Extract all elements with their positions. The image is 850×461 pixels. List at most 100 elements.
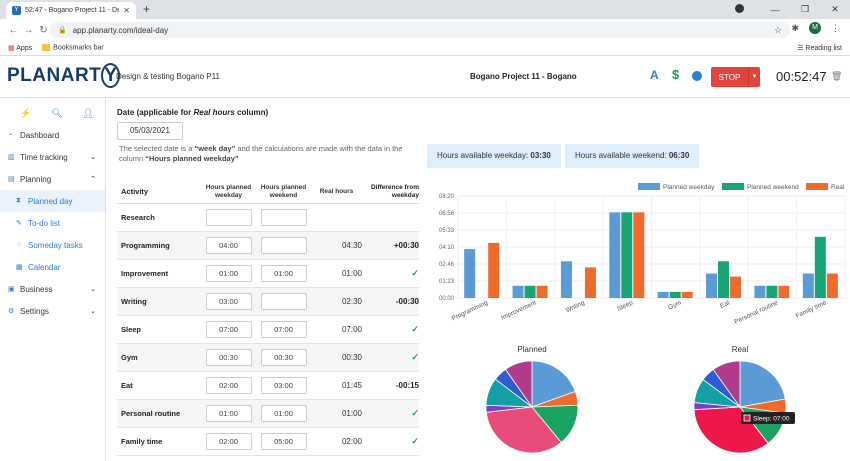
hours-weekend-input[interactable]: 01:00	[260, 405, 307, 422]
bar[interactable]	[814, 236, 826, 298]
activity-name: Programming	[121, 241, 170, 250]
reading-list-button[interactable]: ☰ Reading list	[797, 45, 842, 52]
weekend-cell: 07:00	[256, 321, 311, 338]
back-icon[interactable]: ←	[8, 24, 19, 36]
maximize-icon[interactable]: ❐	[800, 4, 810, 14]
account-circle-icon[interactable]	[730, 4, 760, 15]
bar[interactable]	[669, 291, 681, 298]
hours-weekday-input[interactable]: 01:00	[205, 265, 252, 282]
billable-button[interactable]: $	[672, 67, 680, 82]
user-settings-icon[interactable]: 👤︎	[82, 108, 95, 118]
legend-item[interactable]: Planned weekday	[638, 183, 715, 191]
bar[interactable]	[488, 242, 500, 298]
status-dot-icon[interactable]	[692, 71, 702, 81]
browser-menu-icon[interactable]: ⋮	[831, 22, 840, 33]
bar[interactable]	[754, 285, 766, 298]
bar[interactable]	[681, 291, 693, 298]
bar[interactable]	[766, 285, 778, 298]
sidebar-item-calendar[interactable]: ▦ Calendar	[0, 256, 105, 278]
reload-icon[interactable]: ↻	[39, 24, 48, 36]
hours-weekday-input[interactable]: 03:00	[205, 293, 252, 310]
apps-bookmark[interactable]: ▦ Apps	[8, 44, 32, 52]
sidebar-item-business[interactable]: ▣ Business ⌄	[0, 278, 105, 300]
extensions-icon[interactable]: ✱	[791, 22, 799, 33]
planarty-logo[interactable]: PLANART Y	[7, 63, 121, 88]
sidebar-item-planning[interactable]: ▤ Planning ⌃	[0, 168, 105, 190]
stop-button[interactable]: STOP ▼	[711, 67, 760, 87]
lightning-icon[interactable]: ⚡	[20, 108, 32, 118]
bar[interactable]	[826, 273, 838, 298]
new-tab-icon[interactable]: +	[143, 2, 151, 16]
bar[interactable]	[560, 261, 572, 298]
sidebar-item-label: Settings	[20, 306, 49, 316]
hours-weekend-input[interactable]: 00:30	[260, 349, 307, 366]
bar[interactable]	[802, 273, 814, 298]
x-tick-label: Writing	[565, 299, 587, 314]
bar[interactable]	[657, 291, 669, 298]
date-input[interactable]: 05/03/2021	[117, 122, 183, 140]
url-input[interactable]: 🔒 app.planarty.com/ideal-day ☆	[50, 22, 790, 38]
pie-slice[interactable]	[693, 406, 769, 454]
app-header: PLANART Y Design & testing Bogano P11 Bog…	[0, 56, 850, 98]
briefcase-icon: ▣	[8, 286, 15, 293]
weekend-cell	[256, 293, 311, 310]
bar[interactable]	[633, 212, 645, 298]
task-subtitle: Design & testing Bogano P11	[116, 72, 220, 81]
bar[interactable]	[524, 285, 536, 298]
sidebar-item-someday-tasks[interactable]: ♢ Someday tasks	[0, 234, 105, 256]
hours-weekend-input[interactable]: 01:00	[260, 265, 307, 282]
sidebar-item-planned-day[interactable]: ⧗ Planned day	[0, 190, 105, 212]
legend-item[interactable]: Real	[806, 183, 845, 191]
pie-slice[interactable]	[712, 360, 741, 409]
bar[interactable]	[512, 285, 524, 298]
close-window-icon[interactable]: ✕	[831, 4, 839, 14]
bookmark-star-icon[interactable]: ☆	[773, 24, 782, 35]
hours-weekend-input[interactable]	[260, 237, 307, 254]
browser-tab[interactable]: Y 52:47 - Bogano Project 11 - Desi ✕	[6, 2, 136, 19]
pie-slice[interactable]	[504, 360, 533, 409]
search-icon[interactable]: 🔍︎	[51, 108, 63, 118]
hours-weekday-input[interactable]: 07:00	[205, 321, 252, 338]
bar[interactable]	[536, 285, 548, 298]
bar[interactable]	[584, 267, 596, 298]
hours-weekend-input[interactable]	[260, 293, 307, 310]
hours-weekday-input[interactable]	[205, 209, 252, 226]
hours-weekend-input[interactable]: 03:00	[260, 377, 307, 394]
sidebar-item-todo-list[interactable]: ✎ To-do list	[0, 212, 105, 234]
minimize-icon[interactable]: —	[770, 4, 780, 15]
sidebar-item-settings[interactable]: ⚙ Settings ⌄	[0, 300, 105, 322]
hours-weekday-input[interactable]: 00:30	[205, 349, 252, 366]
forward-icon[interactable]: →	[23, 24, 34, 36]
hours-weekday-input[interactable]: 02:00	[205, 433, 252, 450]
bookmarks-bar: ▦ Apps Booksmarks bar ☰ Reading list	[0, 41, 850, 56]
pie-slice[interactable]	[485, 406, 562, 454]
bar[interactable]	[706, 273, 718, 298]
stop-label: STOP	[718, 72, 741, 82]
sidebar-item-dashboard[interactable]: ◔ Dashboard	[0, 124, 105, 146]
bar[interactable]	[778, 285, 790, 298]
timer-display: 00:52:47	[776, 69, 827, 84]
hours-weekday-input[interactable]: 01:00	[205, 405, 252, 422]
bar[interactable]	[718, 261, 730, 298]
hours-weekday-input[interactable]: 02:00	[205, 377, 252, 394]
bar[interactable]	[621, 212, 633, 298]
trash-icon[interactable]: 🗑	[831, 71, 843, 81]
bar[interactable]	[464, 249, 476, 298]
pie-slice[interactable]	[739, 360, 786, 408]
hours-weekday-input[interactable]: 04:00	[205, 237, 252, 254]
pie-slice[interactable]	[531, 360, 576, 408]
legend-item[interactable]: Planned weekend	[722, 183, 799, 191]
sidebar-item-time-tracking[interactable]: ▥ Time tracking ⌄	[0, 146, 105, 168]
close-tab-icon[interactable]: ✕	[123, 6, 130, 15]
hours-weekend-input[interactable]	[260, 209, 307, 226]
profile-avatar[interactable]: M	[809, 22, 821, 34]
hours-weekend-input[interactable]: 07:00	[260, 321, 307, 338]
pie-title: Planned	[517, 345, 546, 354]
bar[interactable]	[609, 212, 621, 298]
bookmarks-folder[interactable]: Booksmarks bar	[42, 44, 104, 52]
a-button[interactable]: A	[650, 68, 659, 82]
hours-weekend-input[interactable]: 05:00	[260, 433, 307, 450]
bar[interactable]	[730, 276, 742, 298]
stop-dropdown-icon[interactable]: ▼	[748, 67, 760, 87]
note-mid: and the calculations are made with the d…	[119, 144, 403, 163]
